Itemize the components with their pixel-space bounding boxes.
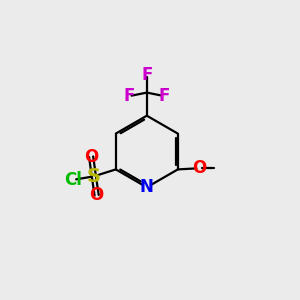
Text: F: F: [141, 66, 152, 84]
Text: N: N: [140, 178, 154, 196]
Text: Cl: Cl: [64, 171, 82, 189]
Text: O: O: [84, 148, 98, 166]
Text: S: S: [87, 167, 101, 186]
Text: F: F: [158, 87, 170, 105]
Text: O: O: [192, 159, 206, 177]
Text: F: F: [124, 87, 135, 105]
Text: O: O: [89, 186, 104, 204]
